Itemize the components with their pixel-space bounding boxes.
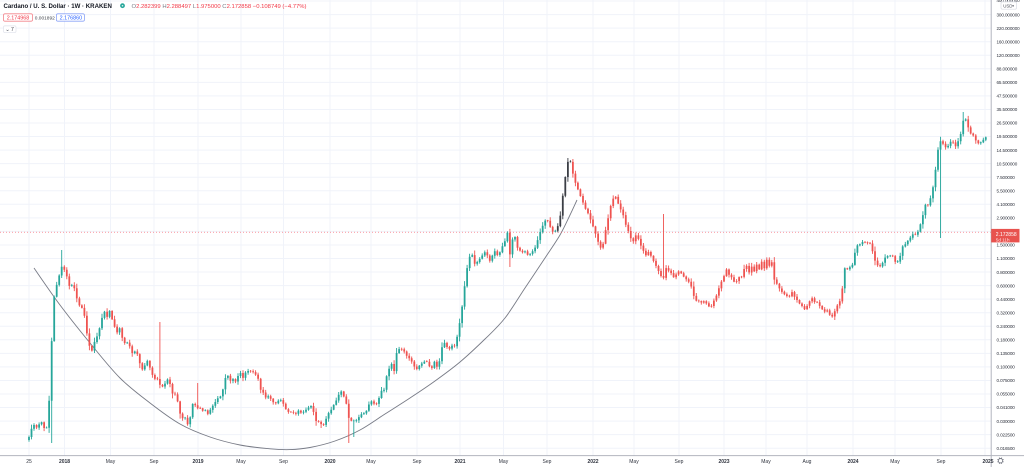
svg-text:2.172858: 2.172858 bbox=[996, 232, 1017, 238]
svg-text:2022: 2022 bbox=[587, 459, 598, 465]
svg-text:10.500000: 10.500000 bbox=[997, 161, 1018, 166]
svg-text:0.041000: 0.041000 bbox=[997, 405, 1016, 410]
svg-text:0.022500: 0.022500 bbox=[997, 432, 1016, 437]
svg-text:May: May bbox=[366, 459, 376, 465]
svg-text:2025: 2025 bbox=[982, 459, 993, 465]
svg-text:1.100000: 1.100000 bbox=[997, 256, 1016, 261]
svg-text:2024: 2024 bbox=[847, 459, 858, 465]
svg-text:Sep: Sep bbox=[279, 459, 288, 465]
svg-text:300.000000: 300.000000 bbox=[997, 12, 1021, 17]
svg-text:1.500000: 1.500000 bbox=[997, 243, 1016, 248]
svg-text:2021: 2021 bbox=[454, 459, 465, 465]
svg-text:Cardano / U. S. Dollar · 1W ·: Cardano / U. S. Dollar · 1W · KRAKEN bbox=[4, 3, 112, 10]
svg-text:May: May bbox=[890, 459, 900, 465]
svg-text:0.075000: 0.075000 bbox=[997, 378, 1016, 383]
svg-text:19.500000: 19.500000 bbox=[997, 134, 1018, 139]
svg-text:7: 7 bbox=[11, 27, 14, 33]
svg-text:2019: 2019 bbox=[192, 459, 203, 465]
svg-text:88.000000: 88.000000 bbox=[997, 67, 1018, 72]
svg-text:120.000000: 120.000000 bbox=[997, 53, 1021, 58]
svg-text:0.030000: 0.030000 bbox=[997, 419, 1016, 424]
svg-text:0.440000: 0.440000 bbox=[997, 297, 1016, 302]
svg-text:▾: ▾ bbox=[1012, 4, 1014, 8]
svg-text:220.000000: 220.000000 bbox=[997, 26, 1021, 31]
svg-text:14.500000: 14.500000 bbox=[997, 148, 1018, 153]
svg-text:2023: 2023 bbox=[718, 459, 729, 465]
svg-text:May: May bbox=[106, 459, 116, 465]
svg-text:O2.282399 H2.288497 L1.975000: O2.282399 H2.288497 L1.975000 C2.172858 … bbox=[132, 4, 307, 10]
svg-text:0.016500: 0.016500 bbox=[997, 446, 1016, 451]
svg-text:25: 25 bbox=[26, 459, 32, 465]
svg-text:35.500000: 35.500000 bbox=[997, 107, 1018, 112]
svg-text:2018: 2018 bbox=[59, 459, 70, 465]
svg-text:Sep: Sep bbox=[675, 459, 684, 465]
svg-text:Sep: Sep bbox=[413, 459, 422, 465]
svg-text:USD: USD bbox=[1003, 3, 1012, 8]
svg-text:4.100000: 4.100000 bbox=[997, 202, 1016, 207]
svg-text:7.500000: 7.500000 bbox=[997, 175, 1016, 180]
svg-text:0.320000: 0.320000 bbox=[997, 310, 1016, 315]
svg-text:0.055000: 0.055000 bbox=[997, 392, 1016, 397]
svg-text:0.240000: 0.240000 bbox=[997, 324, 1016, 329]
svg-text:0.001892: 0.001892 bbox=[35, 15, 55, 21]
svg-text:5d 11h: 5d 11h bbox=[996, 237, 1010, 242]
svg-text:Sep: Sep bbox=[543, 459, 552, 465]
svg-text:May: May bbox=[499, 459, 509, 465]
svg-text:Sep: Sep bbox=[150, 459, 159, 465]
svg-text:2020: 2020 bbox=[324, 459, 335, 465]
svg-text:Sep: Sep bbox=[937, 459, 946, 465]
svg-text:0.800000: 0.800000 bbox=[997, 270, 1016, 275]
svg-text:160.000000: 160.000000 bbox=[997, 39, 1021, 44]
svg-text:2.900000: 2.900000 bbox=[997, 216, 1016, 221]
svg-text:0.135000: 0.135000 bbox=[997, 351, 1016, 356]
svg-text:5.500000: 5.500000 bbox=[997, 188, 1016, 193]
svg-text:2.174968: 2.174968 bbox=[7, 15, 29, 21]
svg-text:0.100000: 0.100000 bbox=[997, 365, 1016, 370]
svg-text:May: May bbox=[629, 459, 639, 465]
svg-text:0.600000: 0.600000 bbox=[997, 283, 1016, 288]
svg-text:May: May bbox=[761, 459, 771, 465]
svg-text:26.500000: 26.500000 bbox=[997, 121, 1018, 126]
svg-text:0.180000: 0.180000 bbox=[997, 338, 1016, 343]
svg-text:Aug: Aug bbox=[803, 459, 812, 465]
svg-text:⌄: ⌄ bbox=[5, 27, 10, 33]
svg-text:65.500000: 65.500000 bbox=[997, 80, 1018, 85]
svg-text:2.176860: 2.176860 bbox=[60, 15, 82, 21]
svg-text:May: May bbox=[236, 459, 246, 465]
svg-text:47.500000: 47.500000 bbox=[997, 94, 1018, 99]
